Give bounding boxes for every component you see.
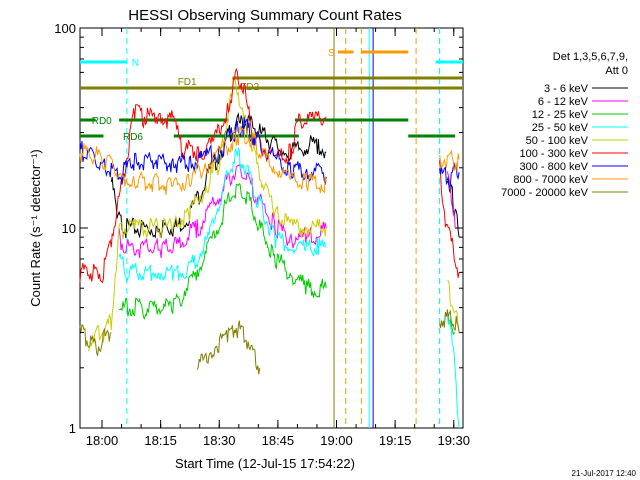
x-tick-label: 18:30 xyxy=(203,433,236,448)
legend-label: 3 - 6 keV xyxy=(544,83,589,95)
legend-label: 12 - 25 keV xyxy=(532,109,589,121)
legend-label: 50 - 100 keV xyxy=(526,135,589,147)
legend-label: 7000 - 20000 keV xyxy=(501,187,589,199)
legend-label: 100 - 300 keV xyxy=(520,148,589,160)
y-tick-label: 1 xyxy=(69,421,76,436)
state-bar-label: FD2 xyxy=(240,82,259,93)
state-bars: N S FD1 FD2 RD0 RD6 xyxy=(80,48,463,143)
state-bar-label: S xyxy=(328,48,335,59)
series-line xyxy=(446,314,460,429)
series-line xyxy=(79,116,327,185)
series-line xyxy=(79,324,112,356)
x-axis: 18:00 18:15 18:30 18:45 19:00 19:15 19:30 xyxy=(86,28,470,448)
state-bar-label: N xyxy=(132,58,139,69)
series-line xyxy=(439,160,460,278)
legend-label: 25 - 50 keV xyxy=(532,122,589,134)
legend-label: 800 - 7000 keV xyxy=(513,174,588,186)
legend-header-2: Att 0 xyxy=(605,65,628,77)
x-tick-label: 18:45 xyxy=(262,433,295,448)
legend-header-1: Det 1,3,5,6,7,9, xyxy=(553,51,628,63)
series-line xyxy=(196,320,261,375)
series-line xyxy=(446,171,456,229)
x-tick-label: 18:15 xyxy=(144,433,177,448)
y-tick-label: 10 xyxy=(62,221,76,236)
series-line xyxy=(439,309,460,333)
x-tick-label: 19:00 xyxy=(320,433,353,448)
y-axis: 1 10 100 xyxy=(54,21,463,436)
footer-timestamp: 21-Jul-2017 12:40 xyxy=(572,469,637,478)
x-axis-label: Start Time (12-Jul-15 17:54:22) xyxy=(175,456,355,471)
series-line xyxy=(439,162,460,188)
legend-label: 6 - 12 keV xyxy=(538,96,589,108)
data-series xyxy=(79,67,460,429)
legend-label: 300 - 800 keV xyxy=(520,161,589,173)
y-axis-label: Count Rate (s⁻¹ detector⁻¹) xyxy=(28,149,43,307)
x-tick-label: 18:00 xyxy=(86,433,119,448)
series-line xyxy=(87,78,327,351)
series-line xyxy=(118,146,327,283)
series-line xyxy=(439,149,460,172)
chart-title: HESSI Observing Summary Count Rates xyxy=(128,7,401,24)
state-bar-label: FD1 xyxy=(178,77,197,88)
x-tick-label: 19:15 xyxy=(379,433,412,448)
state-bar-label: RD6 xyxy=(123,132,143,143)
series-line xyxy=(79,125,327,195)
series-line xyxy=(119,182,327,320)
x-tick-label: 19:30 xyxy=(437,433,470,448)
state-bar-label: RD0 xyxy=(92,116,112,127)
series-line xyxy=(79,67,327,284)
series-line xyxy=(447,280,460,333)
y-tick-label: 100 xyxy=(54,21,76,36)
series-line xyxy=(446,312,456,336)
